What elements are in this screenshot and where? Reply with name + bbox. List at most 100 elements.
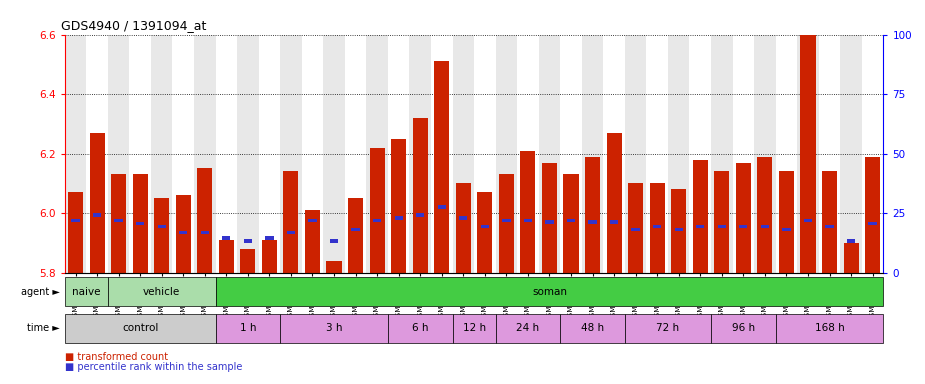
- Bar: [280, 314, 388, 343]
- Bar: [452, 314, 496, 343]
- Bar: [496, 314, 561, 343]
- Bar: [323, 35, 345, 273]
- Bar: [711, 314, 776, 343]
- Bar: [632, 228, 640, 232]
- Bar: [65, 277, 108, 306]
- Bar: [521, 151, 536, 273]
- Bar: [603, 35, 625, 273]
- Bar: [410, 35, 431, 273]
- Bar: [582, 35, 603, 273]
- Bar: [216, 35, 237, 273]
- Bar: [65, 35, 86, 273]
- Bar: [697, 225, 705, 228]
- Bar: [438, 205, 446, 209]
- Bar: [219, 240, 234, 273]
- Bar: [65, 314, 216, 343]
- Bar: [92, 213, 101, 217]
- Bar: [366, 35, 388, 273]
- Bar: [672, 189, 686, 273]
- Bar: [388, 314, 452, 343]
- Bar: [607, 133, 622, 273]
- Text: 12 h: 12 h: [462, 323, 486, 333]
- Bar: [585, 157, 600, 273]
- Bar: [280, 35, 302, 273]
- Bar: [689, 35, 711, 273]
- Bar: [668, 35, 689, 273]
- Bar: [111, 174, 126, 273]
- Bar: [561, 35, 582, 273]
- Bar: [588, 220, 597, 224]
- Text: ■ percentile rank within the sample: ■ percentile rank within the sample: [65, 362, 242, 372]
- Bar: [243, 240, 252, 243]
- Bar: [132, 174, 148, 273]
- Bar: [176, 195, 191, 273]
- Bar: [649, 184, 665, 273]
- Bar: [391, 139, 406, 273]
- Bar: [179, 230, 188, 234]
- Bar: [90, 133, 105, 273]
- Bar: [628, 184, 643, 273]
- Bar: [370, 148, 385, 273]
- Bar: [452, 35, 475, 273]
- Bar: [431, 35, 452, 273]
- Bar: [475, 35, 496, 273]
- Bar: [194, 35, 216, 273]
- Bar: [434, 61, 450, 273]
- Bar: [625, 314, 711, 343]
- Bar: [776, 35, 797, 273]
- Bar: [172, 35, 194, 273]
- Bar: [840, 35, 862, 273]
- Bar: [819, 35, 840, 273]
- Text: 6 h: 6 h: [412, 323, 428, 333]
- Bar: [561, 314, 625, 343]
- Bar: [201, 230, 209, 234]
- Bar: [240, 249, 255, 273]
- Bar: [283, 172, 299, 273]
- Bar: [797, 35, 819, 273]
- Bar: [542, 162, 557, 273]
- Bar: [71, 218, 80, 222]
- Bar: [197, 169, 213, 273]
- Bar: [800, 20, 816, 273]
- Bar: [754, 35, 776, 273]
- Bar: [413, 118, 427, 273]
- Bar: [563, 174, 578, 273]
- Bar: [481, 225, 489, 228]
- Bar: [825, 225, 833, 228]
- Bar: [115, 218, 123, 222]
- Bar: [517, 35, 538, 273]
- Bar: [345, 35, 366, 273]
- Text: 1 h: 1 h: [240, 323, 256, 333]
- Text: 24 h: 24 h: [516, 323, 539, 333]
- Bar: [86, 35, 108, 273]
- Bar: [108, 277, 216, 306]
- Bar: [237, 35, 259, 273]
- Text: agent ►: agent ►: [21, 287, 60, 297]
- Bar: [862, 35, 883, 273]
- Bar: [327, 261, 341, 273]
- Bar: [302, 35, 323, 273]
- Bar: [154, 198, 169, 273]
- Bar: [502, 218, 511, 222]
- Bar: [538, 35, 561, 273]
- Text: vehicle: vehicle: [143, 287, 180, 297]
- Text: 48 h: 48 h: [581, 323, 604, 333]
- Bar: [610, 220, 618, 224]
- Bar: [216, 277, 883, 306]
- Bar: [330, 240, 339, 243]
- Bar: [844, 243, 858, 273]
- Bar: [136, 222, 144, 225]
- Bar: [395, 216, 402, 220]
- Text: control: control: [122, 323, 158, 333]
- Bar: [477, 192, 492, 273]
- Bar: [352, 228, 360, 232]
- Bar: [718, 225, 726, 228]
- Bar: [869, 222, 877, 225]
- Bar: [567, 218, 575, 222]
- Bar: [714, 172, 729, 273]
- Bar: [847, 240, 856, 243]
- Bar: [259, 35, 280, 273]
- Bar: [459, 216, 467, 220]
- Bar: [758, 157, 772, 273]
- Bar: [735, 162, 751, 273]
